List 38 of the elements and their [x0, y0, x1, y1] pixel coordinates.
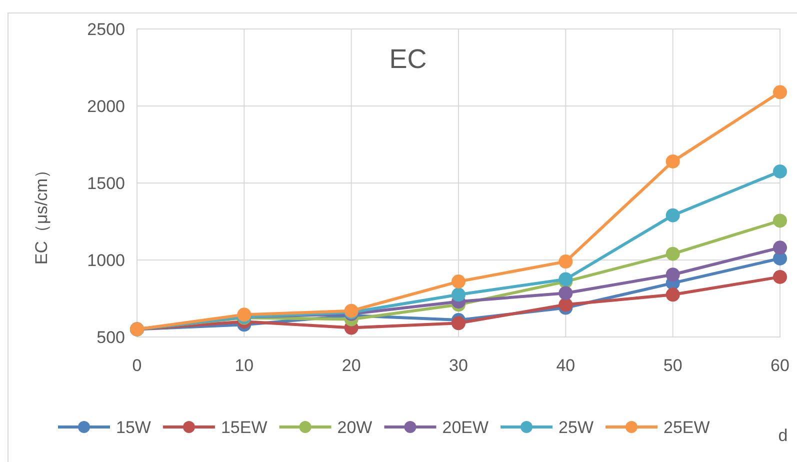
point [558, 272, 573, 286]
legend-label: 25EW [664, 418, 710, 437]
point [773, 214, 787, 228]
point [558, 298, 573, 312]
text: EC [389, 44, 427, 74]
x-tick-label: 0 [132, 356, 142, 375]
legend-label: 15W [116, 418, 151, 437]
y-tick-label: 1000 [87, 251, 125, 270]
x-tick-label: 30 [449, 356, 468, 375]
x-tick-label: 50 [663, 356, 682, 375]
legend-label: 25W [558, 418, 594, 437]
point [558, 254, 573, 269]
x-tick-label: 40 [556, 356, 576, 375]
point [452, 274, 466, 289]
x-tick-label: 20 [342, 356, 361, 375]
legend-label: 15EW [220, 418, 268, 437]
point [666, 208, 680, 222]
y-axis-title: EC（μs/cm） [32, 161, 51, 265]
legend-label: 20W [337, 418, 372, 437]
point [666, 246, 680, 261]
x-tick-label: 10 [234, 356, 254, 375]
x-tick-label: 60 [770, 356, 790, 375]
y-tick-label: 2000 [87, 97, 125, 116]
point [773, 85, 787, 100]
point [452, 288, 466, 302]
y-tick-label: 1500 [87, 174, 125, 193]
y-tick-label: 2500 [87, 20, 125, 39]
point [773, 164, 787, 178]
point [666, 268, 680, 282]
point [773, 270, 787, 284]
point [558, 286, 573, 300]
point [773, 240, 787, 255]
point [666, 154, 680, 168]
y-tick-label: 500 [96, 328, 125, 347]
point [666, 288, 680, 302]
legend-label: 20EW [442, 418, 489, 437]
x-axis-title: d [778, 426, 788, 445]
point [452, 316, 466, 330]
